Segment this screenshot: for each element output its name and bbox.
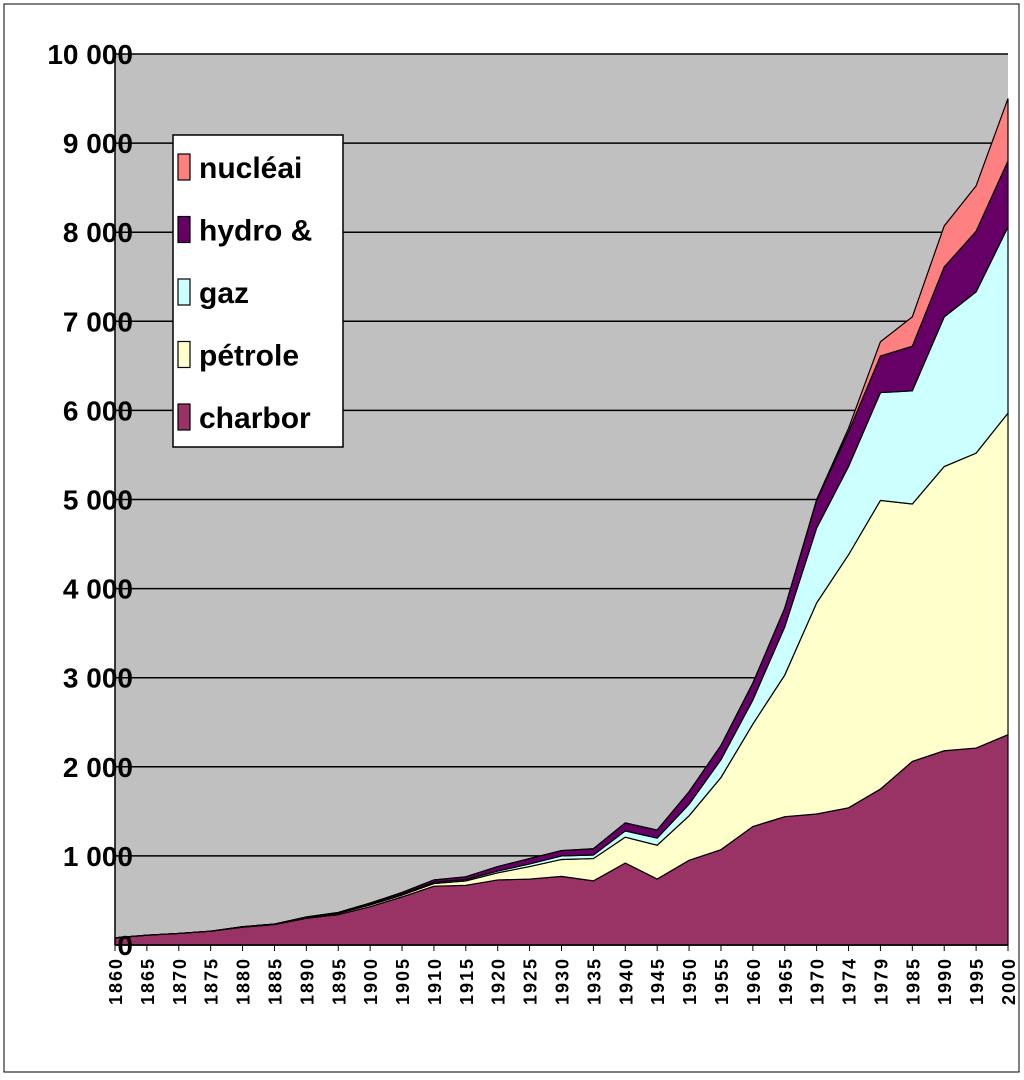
- x-tick-label: 1965: [776, 957, 796, 1005]
- x-tick-label: 1925: [521, 957, 541, 1005]
- y-tick-label: 2 000: [63, 752, 133, 783]
- x-tick-label: 1935: [584, 957, 604, 1005]
- legend-label: hydro &: [199, 215, 312, 248]
- legend-swatch: [177, 153, 191, 181]
- x-tick-label: 1950: [680, 957, 700, 1005]
- y-tick-label: 4 000: [63, 574, 133, 605]
- x-tick-label: 1890: [297, 957, 317, 1005]
- y-tick-label: 8 000: [63, 217, 133, 248]
- y-tick-label: 6 000: [63, 395, 133, 426]
- x-tick-label: 1979: [871, 957, 891, 1005]
- x-tick-label: 1940: [616, 957, 636, 1005]
- legend-swatch: [177, 278, 191, 306]
- x-tick-label: 1905: [393, 957, 413, 1005]
- legend-label: nucléai: [199, 152, 302, 185]
- x-tick-label: 1910: [425, 957, 445, 1005]
- y-tick-label: 5 000: [63, 485, 133, 516]
- x-tick-label: 1885: [265, 957, 285, 1005]
- y-tick-label: 1 000: [63, 841, 133, 872]
- y-tick-label: 0: [117, 930, 133, 961]
- legend-swatch: [177, 340, 191, 369]
- x-tick-label: 1974: [840, 957, 860, 1005]
- x-tick-label: 1990: [935, 957, 955, 1005]
- x-tick-label: 1945: [648, 957, 668, 1005]
- legend-box: [172, 134, 344, 448]
- x-tick-label: 1970: [808, 957, 828, 1005]
- x-tick-label: 2000: [999, 957, 1019, 1005]
- legend-label: charbor: [199, 402, 311, 435]
- legend-label: gaz: [199, 277, 249, 310]
- x-tick-label: 1920: [489, 957, 509, 1005]
- y-tick-label: 9 000: [63, 128, 133, 159]
- legend-label: pétrole: [199, 340, 299, 373]
- x-tick-label: 1955: [712, 957, 732, 1005]
- x-tick-label: 1985: [903, 957, 923, 1005]
- y-tick-label: 3 000: [63, 663, 133, 694]
- y-tick-label: 10 000: [47, 39, 133, 70]
- x-tick-label: 1860: [106, 957, 126, 1005]
- x-tick-label: 1930: [553, 957, 573, 1005]
- y-tick-label: 7 000: [63, 306, 133, 337]
- legend-swatch: [177, 215, 191, 244]
- legend: nucléai hydro & gaz pétrole charbor: [172, 134, 344, 448]
- x-tick-label: 1865: [138, 957, 158, 1005]
- legend-swatch: [177, 403, 191, 431]
- x-tick-label: 1995: [967, 957, 987, 1005]
- x-tick-label: 1960: [744, 957, 764, 1005]
- x-tick-label: 1895: [329, 957, 349, 1005]
- x-tick-label: 1915: [457, 957, 477, 1005]
- x-tick-label: 1875: [202, 957, 222, 1005]
- x-tick-label: 1900: [361, 957, 381, 1005]
- area: [114, 98, 1009, 939]
- x-tick-label: 1880: [234, 957, 254, 1005]
- x-tick-label: 1870: [170, 957, 190, 1005]
